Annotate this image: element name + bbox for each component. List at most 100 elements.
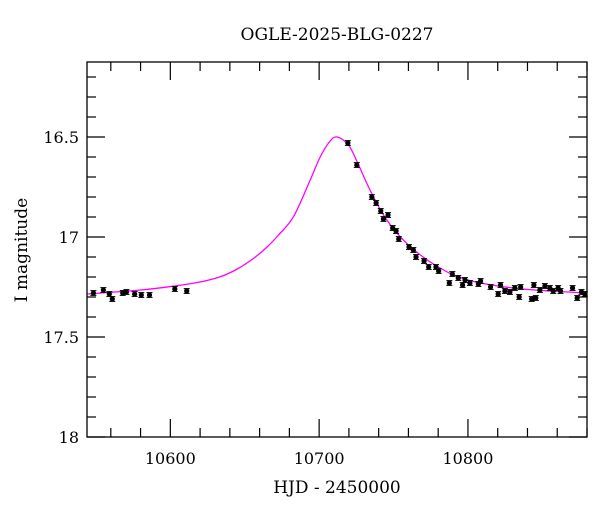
data-point bbox=[550, 288, 557, 294]
point-marker bbox=[531, 282, 537, 288]
point-marker bbox=[467, 280, 473, 286]
data-point bbox=[377, 208, 384, 214]
point-marker bbox=[446, 280, 452, 286]
data-point bbox=[435, 268, 442, 274]
data-point bbox=[487, 284, 494, 290]
data-point bbox=[569, 285, 576, 291]
point-marker bbox=[512, 285, 518, 291]
point-marker bbox=[550, 288, 556, 294]
point-marker bbox=[373, 200, 379, 206]
y-tick-label: 17.5 bbox=[43, 328, 79, 347]
data-point bbox=[477, 278, 484, 284]
point-marker bbox=[502, 288, 508, 294]
point-marker bbox=[410, 247, 416, 253]
point-marker bbox=[462, 277, 468, 283]
point-marker bbox=[542, 283, 548, 289]
point-marker bbox=[459, 282, 466, 288]
data-point bbox=[446, 280, 453, 286]
data-point bbox=[530, 282, 537, 288]
point-marker bbox=[516, 294, 522, 300]
data-point bbox=[109, 296, 116, 302]
point-marker bbox=[369, 194, 375, 200]
data-point bbox=[532, 295, 539, 301]
point-marker bbox=[184, 288, 190, 294]
data-point bbox=[393, 228, 400, 234]
point-marker bbox=[390, 225, 396, 231]
plot-frame bbox=[86, 61, 588, 438]
point-marker bbox=[132, 291, 138, 297]
data-point bbox=[389, 225, 396, 231]
point-marker bbox=[100, 287, 106, 293]
point-marker bbox=[547, 285, 553, 291]
data-point bbox=[373, 200, 380, 206]
point-marker bbox=[146, 292, 153, 298]
model-curve bbox=[86, 136, 588, 295]
point-marker bbox=[106, 291, 112, 297]
data-point bbox=[516, 294, 523, 300]
data-point bbox=[395, 236, 402, 242]
data-point bbox=[380, 216, 387, 222]
data-point bbox=[461, 277, 468, 283]
point-marker bbox=[345, 140, 351, 146]
point-marker bbox=[406, 244, 412, 250]
point-marker bbox=[449, 271, 455, 277]
point-marker bbox=[478, 278, 484, 284]
data-point bbox=[368, 194, 375, 200]
data-point bbox=[517, 284, 524, 290]
data-point bbox=[138, 292, 145, 298]
y-tick-label: 16.5 bbox=[43, 128, 79, 147]
data-point bbox=[385, 212, 392, 218]
point-marker bbox=[426, 264, 432, 270]
data-point bbox=[410, 247, 417, 253]
data-point bbox=[171, 286, 178, 292]
data-point bbox=[344, 140, 351, 146]
y-axis-label: I magnitude bbox=[12, 198, 32, 302]
data-point bbox=[459, 282, 466, 288]
axis-ticks bbox=[87, 62, 588, 438]
y-tick-label: 17 bbox=[59, 228, 79, 247]
data-point bbox=[146, 292, 153, 298]
x-tick-label: 10700 bbox=[294, 449, 345, 468]
point-marker bbox=[380, 216, 387, 222]
data-point bbox=[506, 289, 513, 295]
point-marker bbox=[385, 212, 391, 218]
x-axis-label: HJD - 2450000 bbox=[273, 478, 401, 498]
data-point bbox=[100, 287, 107, 293]
point-marker bbox=[537, 287, 543, 293]
point-marker bbox=[557, 288, 564, 294]
point-marker bbox=[487, 284, 494, 290]
data-point bbox=[449, 271, 456, 277]
point-marker bbox=[413, 254, 419, 260]
data-point bbox=[466, 280, 473, 286]
data-point bbox=[425, 264, 432, 270]
data-point bbox=[497, 282, 504, 288]
data-point bbox=[183, 288, 190, 294]
point-marker bbox=[582, 291, 588, 297]
data-point bbox=[557, 288, 564, 294]
point-marker bbox=[436, 268, 442, 274]
point-marker bbox=[378, 208, 384, 214]
chart-title: OGLE-2025-BLG-0227 bbox=[241, 25, 434, 45]
y-tick-label: 18 bbox=[59, 428, 79, 447]
data-point bbox=[511, 285, 518, 291]
point-marker bbox=[109, 296, 115, 302]
x-tick-labels: 10600 10700 10800 bbox=[145, 449, 494, 468]
point-marker bbox=[172, 286, 178, 292]
point-marker bbox=[354, 162, 360, 168]
point-marker bbox=[138, 292, 144, 298]
point-marker bbox=[455, 275, 461, 281]
data-point bbox=[421, 258, 428, 264]
data-point bbox=[353, 162, 360, 168]
y-tick-labels: 16.5 17 17.5 18 bbox=[43, 128, 79, 447]
point-marker bbox=[495, 291, 501, 297]
point-marker bbox=[533, 295, 539, 301]
data-point bbox=[574, 295, 581, 301]
data-point bbox=[536, 287, 543, 293]
x-tick-label: 10600 bbox=[145, 449, 196, 468]
data-point bbox=[90, 290, 97, 296]
point-marker bbox=[421, 258, 427, 264]
point-marker bbox=[497, 282, 504, 288]
x-tick-label: 10800 bbox=[442, 449, 493, 468]
data-point bbox=[495, 291, 502, 297]
